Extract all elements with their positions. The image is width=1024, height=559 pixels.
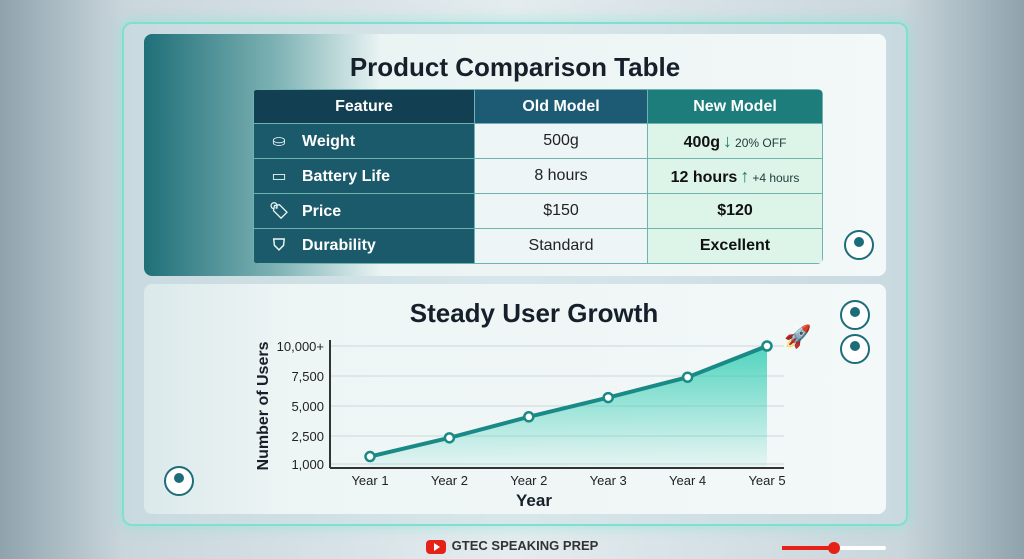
channel-bar: GTEC SPEAKING PREP [0, 538, 1024, 554]
feature-label: Durability [302, 237, 376, 254]
old-value: $150 [474, 193, 648, 229]
table-row: ▭ Battery Life 8 hours 12 hours ↑ +4 hours [253, 158, 823, 194]
arrow-up-icon: ↑ [740, 165, 750, 186]
x-tick-label: Year 1 [351, 473, 388, 488]
progress-handle[interactable] [828, 542, 840, 554]
y-tick-label: 5,000 [291, 399, 324, 414]
chart-card: Steady User Growth Year 1 Year 2 Year 2 Yea… [144, 284, 886, 514]
delta-label: 20% OFF [735, 135, 787, 150]
channel-name: GTEC SPEAKING PREP [451, 538, 599, 553]
header-new-model: New Model [647, 89, 823, 124]
price-tag-icon: 🏷 [268, 203, 290, 220]
shield-icon: ⛉ [272, 237, 285, 254]
old-value: 8 hours [474, 158, 648, 194]
table-title: Product Comparison Table [349, 52, 681, 82]
delta-label: +4 hours [752, 170, 800, 185]
y-tick-label: 2,500 [291, 429, 324, 444]
feature-label: Battery Life [302, 168, 391, 185]
x-tick-label: Year 4 [669, 473, 706, 488]
x-tick-label: Year 2 [431, 473, 468, 488]
x-axis-label: Year [516, 491, 552, 510]
video-progress-bar[interactable] [782, 542, 886, 554]
old-value: Standard [474, 228, 648, 264]
table-row: ⛀ Weight 500g 400g ↓ 20% OFF [253, 123, 823, 159]
new-value: $120 [647, 193, 823, 229]
battery-icon: ▭ [271, 168, 287, 185]
user-avatar-icon [840, 334, 870, 364]
line-chart: Steady User Growth Year 1 Year 2 Year 2 Yea… [255, 298, 811, 510]
data-point [364, 450, 376, 463]
data-point [523, 411, 535, 423]
y-axis-label: Number of Users [255, 341, 272, 470]
y-tick-label: 10,000+ [277, 339, 324, 354]
arrow-down-icon: ↓ [723, 130, 733, 151]
data-point [602, 391, 614, 404]
chart-title: Steady User Growth [410, 298, 659, 328]
data-point [443, 432, 456, 444]
user-avatar-icon [844, 230, 874, 260]
new-value: Excellent [647, 228, 823, 264]
rocket-icon: 🚀 [784, 324, 811, 349]
table-row: ⛉ Durability Standard Excellent [253, 228, 823, 264]
comparison-table: Feature Old Model New Model ⛀ Weight 500g… [253, 89, 823, 264]
progress-fill [782, 546, 834, 550]
youtube-icon [425, 539, 446, 554]
new-value: 400g [683, 133, 721, 151]
x-tick-label: Year 2 [510, 473, 547, 488]
y-tick-label: 7,500 [291, 369, 324, 384]
table-row: 🏷 Price $150 $120 [253, 193, 823, 229]
weight-icon: ⛀ [272, 133, 286, 150]
old-value: 500g [474, 123, 648, 159]
comparison-card: Product Comparison Table Feature Old Mod… [144, 34, 886, 276]
table-header-row: Feature Old Model New Model [253, 89, 823, 124]
user-avatar-icon [164, 466, 194, 496]
feature-label: Price [302, 203, 342, 220]
x-tick-label: Year 5 [748, 473, 785, 488]
user-avatar-icon [840, 300, 870, 330]
data-point [681, 371, 694, 383]
y-tick-label: 1,000 [291, 457, 324, 472]
header-old-model: Old Model [474, 89, 648, 124]
area-fill [370, 346, 767, 468]
header-feature: Feature [253, 89, 475, 124]
new-value: 12 hours [670, 168, 738, 186]
x-tick-label: Year 3 [590, 473, 627, 488]
series-line [369, 344, 768, 459]
data-point [761, 340, 773, 352]
feature-label: Weight [302, 133, 356, 150]
